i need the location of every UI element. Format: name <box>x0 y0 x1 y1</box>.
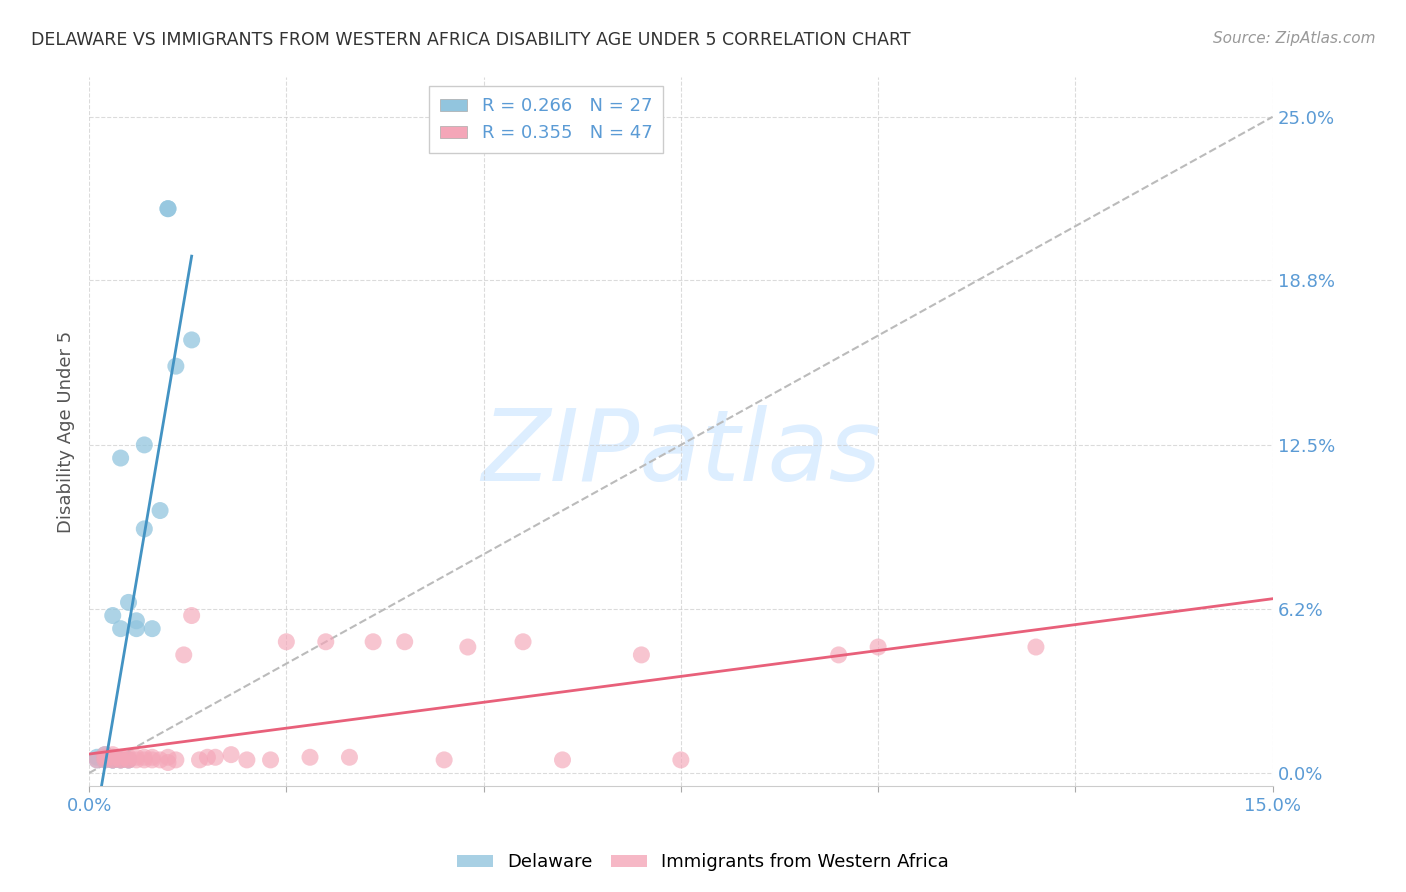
Point <box>117 595 139 609</box>
Point <box>204 750 226 764</box>
Point <box>141 750 163 764</box>
Point <box>339 750 361 764</box>
Point <box>101 753 124 767</box>
Point <box>219 747 242 762</box>
Point <box>110 753 132 767</box>
Point <box>117 753 139 767</box>
Point <box>101 753 124 767</box>
Point <box>276 634 298 648</box>
Legend: Delaware, Immigrants from Western Africa: Delaware, Immigrants from Western Africa <box>450 847 956 879</box>
Point <box>165 359 187 374</box>
Point <box>110 750 132 764</box>
Point <box>1025 640 1047 654</box>
Point <box>134 753 156 767</box>
Point <box>156 202 179 216</box>
Point <box>315 634 337 648</box>
Point <box>94 753 117 767</box>
Point <box>180 608 202 623</box>
Point <box>101 608 124 623</box>
Point <box>101 753 124 767</box>
Point <box>117 753 139 767</box>
Point <box>117 753 139 767</box>
Point <box>394 634 416 648</box>
Point <box>110 753 132 767</box>
Point <box>86 753 108 767</box>
Point <box>165 753 187 767</box>
Point <box>551 753 574 767</box>
Point <box>156 202 179 216</box>
Y-axis label: Disability Age Under 5: Disability Age Under 5 <box>58 331 75 533</box>
Point <box>110 622 132 636</box>
Point <box>197 750 219 764</box>
Point <box>868 640 890 654</box>
Point <box>259 753 281 767</box>
Point <box>117 750 139 764</box>
Point <box>94 753 117 767</box>
Point <box>101 750 124 764</box>
Point <box>149 753 172 767</box>
Point <box>236 753 259 767</box>
Point <box>86 753 108 767</box>
Text: Source: ZipAtlas.com: Source: ZipAtlas.com <box>1212 31 1375 46</box>
Point <box>149 503 172 517</box>
Point <box>512 634 534 648</box>
Point <box>101 753 124 767</box>
Point <box>86 750 108 764</box>
Point <box>110 753 132 767</box>
Legend: R = 0.266   N = 27, R = 0.355   N = 47: R = 0.266 N = 27, R = 0.355 N = 47 <box>429 87 664 153</box>
Point <box>188 753 211 767</box>
Point <box>125 750 148 764</box>
Point <box>156 756 179 770</box>
Point <box>134 522 156 536</box>
Point <box>361 634 384 648</box>
Point <box>630 648 652 662</box>
Point <box>173 648 195 662</box>
Point <box>101 747 124 762</box>
Point <box>141 753 163 767</box>
Text: DELAWARE VS IMMIGRANTS FROM WESTERN AFRICA DISABILITY AGE UNDER 5 CORRELATION CH: DELAWARE VS IMMIGRANTS FROM WESTERN AFRI… <box>31 31 911 49</box>
Point <box>110 753 132 767</box>
Point <box>141 622 163 636</box>
Point <box>298 750 321 764</box>
Point <box>134 438 156 452</box>
Point <box>94 747 117 762</box>
Point <box>125 614 148 628</box>
Point <box>110 450 132 465</box>
Point <box>180 333 202 347</box>
Point <box>433 753 456 767</box>
Point <box>156 750 179 764</box>
Point <box>134 750 156 764</box>
Point <box>125 622 148 636</box>
Point <box>101 750 124 764</box>
Point <box>669 753 692 767</box>
Point <box>117 753 139 767</box>
Point <box>125 753 148 767</box>
Point <box>827 648 849 662</box>
Text: ZIPatlas: ZIPatlas <box>481 405 880 501</box>
Point <box>94 750 117 764</box>
Point <box>101 753 124 767</box>
Point <box>94 750 117 764</box>
Point <box>457 640 479 654</box>
Point <box>94 747 117 762</box>
